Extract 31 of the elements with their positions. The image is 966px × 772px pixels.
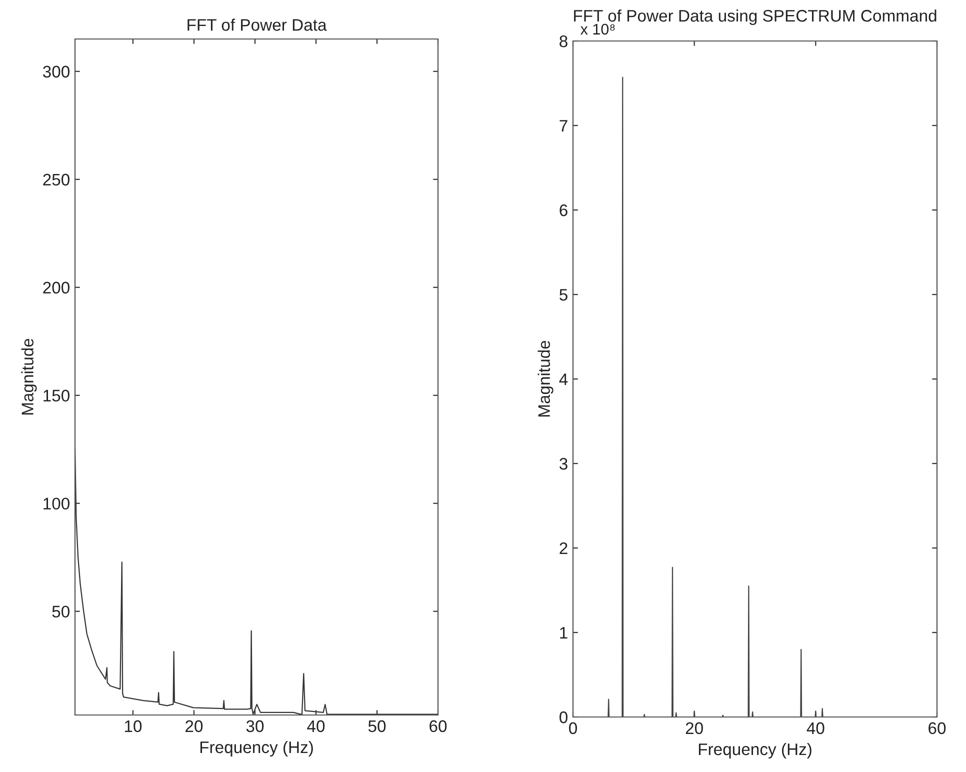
y-tick-label: 7: [560, 120, 568, 132]
x-tick-label: 20: [686, 722, 703, 734]
y-axis-title: Magnitude: [538, 340, 554, 417]
y-tick-label: 5: [560, 289, 568, 301]
y-tick-label: 6: [560, 204, 568, 216]
y-tick-label: 150: [44, 390, 70, 402]
x-tick-label: 0: [569, 722, 577, 734]
x-axis-title: Frequency (Hz): [200, 740, 313, 756]
y-tick-label: 50: [52, 606, 70, 618]
y-tick-label: 0: [560, 711, 568, 724]
chart-title: FFT of Power Data: [188, 18, 327, 31]
y-tick-label: 4: [559, 374, 568, 386]
x-tick-label: 10: [124, 720, 142, 732]
y-axis-title: Magnitude: [21, 338, 37, 415]
y-tick-label: 3: [560, 458, 568, 470]
x-tick-label: 30: [246, 720, 264, 732]
y-tick-label: 1: [560, 627, 568, 639]
y-tick-label: 300: [42, 66, 70, 78]
x-tick-label: 60: [928, 722, 946, 734]
y-tick-label: 8: [560, 35, 568, 48]
text: x 10⁸: [580, 24, 615, 35]
y-tick-label: 250: [43, 174, 70, 186]
x-tick-label: 60: [430, 720, 447, 732]
y-tick-label: 200: [43, 282, 70, 294]
x-tick-label: 50: [368, 720, 386, 732]
y-tick-label: 2: [560, 542, 568, 554]
x-tick-label: 40: [307, 720, 325, 732]
y-tick-label: 100: [44, 498, 70, 510]
x-axis-title: Frequency (Hz): [698, 742, 812, 758]
x-tick-label: 20: [186, 720, 203, 732]
x-tick-label: 40: [806, 722, 824, 734]
